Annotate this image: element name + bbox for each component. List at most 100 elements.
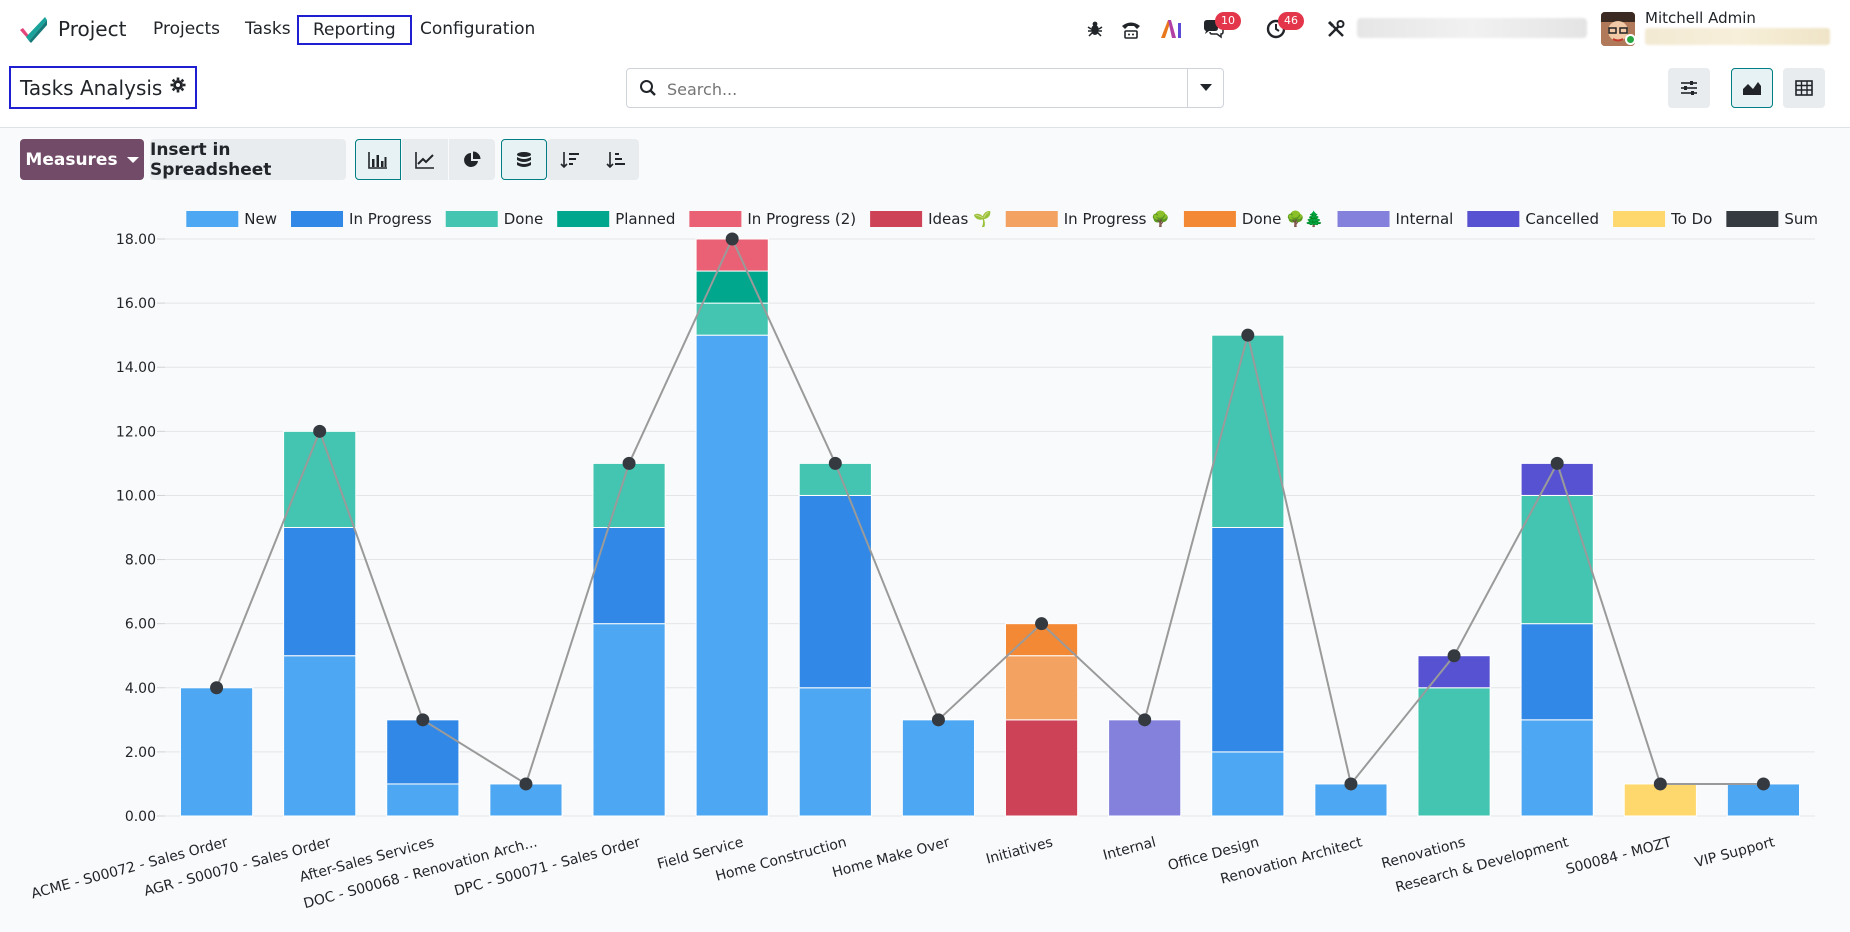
- legend-swatch: [870, 211, 923, 227]
- bar-segment: [1417, 687, 1491, 817]
- line-chart-icon: [415, 151, 434, 169]
- search-bar: [626, 68, 1224, 108]
- page-title: Tasks Analysis: [9, 66, 198, 109]
- tools-icon[interactable]: [1324, 17, 1348, 41]
- chevron-down-icon: [1199, 84, 1212, 91]
- sum-point: [416, 713, 430, 727]
- sum-point: [1138, 713, 1152, 727]
- sort-ascending-button[interactable]: [593, 139, 639, 180]
- sum-point: [1035, 617, 1049, 631]
- app-brand[interactable]: Project: [18, 13, 126, 45]
- legend-label: Internal: [1396, 210, 1454, 228]
- bar-segment: [1004, 719, 1079, 817]
- legend-swatch: [186, 211, 239, 227]
- table-icon: [1795, 80, 1813, 96]
- bar-segment: [901, 719, 976, 817]
- project-app-icon: [20, 17, 47, 43]
- sum-point: [519, 777, 533, 791]
- activities-count-badge: 46: [1278, 12, 1304, 30]
- gear-icon[interactable]: [170, 77, 186, 98]
- y-tick-label: 8.00: [125, 553, 156, 569]
- bar-segment: [386, 783, 460, 817]
- bar-segment: [1211, 751, 1285, 817]
- bar-segment: [798, 494, 872, 689]
- bar-chart-icon: [368, 151, 387, 169]
- sum-point: [210, 681, 224, 695]
- sum-point: [313, 424, 327, 438]
- x-category-label: S00084 - MOZT: [1564, 834, 1673, 878]
- pie-chart-mode-button[interactable]: [449, 139, 495, 180]
- stacked-bar-chart: 0.00 2.00 4.00 6.00 8.00 10.00 12.00 14.00 16.00…: [30, 209, 1818, 912]
- sort-descending-button[interactable]: [547, 139, 593, 180]
- y-tick-label: 4.00: [125, 681, 156, 697]
- y-tick-label: 6.00: [125, 617, 156, 633]
- sort-descending-icon: [560, 151, 579, 168]
- search-options-toggle[interactable]: [1187, 69, 1223, 107]
- caret-down-icon: [126, 156, 139, 163]
- legend-swatch: [1183, 211, 1236, 227]
- x-category-label: Home Make Over: [831, 834, 952, 881]
- legend-swatch: [557, 211, 610, 227]
- pie-chart-icon: [464, 151, 481, 167]
- user-name: Mitchell Admin: [1645, 9, 1756, 27]
- bar-segment: [1520, 719, 1594, 817]
- bar-segment: [695, 270, 769, 304]
- bar-chart-mode-button[interactable]: [355, 139, 401, 180]
- legend-label: Cancelled: [1525, 210, 1599, 228]
- search-icon: [640, 80, 656, 96]
- menu-configuration[interactable]: Configuration: [420, 19, 536, 39]
- legend-label: Done: [504, 210, 543, 228]
- search-input[interactable]: [667, 78, 1167, 100]
- x-category-label: Initiatives: [984, 834, 1054, 867]
- database-stack-icon: [517, 151, 531, 167]
- legend-label: Sum: [1784, 210, 1818, 228]
- insert-in-spreadsheet-button[interactable]: Insert in Spreadsheet: [150, 139, 346, 180]
- sum-point: [1550, 456, 1564, 470]
- line-chart-mode-button[interactable]: [402, 139, 448, 180]
- measures-button[interactable]: Measures: [20, 139, 144, 180]
- filter-settings-button[interactable]: [1668, 68, 1710, 108]
- bar-segment: [283, 527, 357, 657]
- activities-clock-icon[interactable]: 46: [1264, 12, 1304, 41]
- messages-icon[interactable]: 10: [1201, 12, 1241, 41]
- company-switcher-blurred[interactable]: [1357, 18, 1587, 38]
- stacked-toggle-button[interactable]: [501, 139, 547, 180]
- legend-swatch: [689, 211, 742, 227]
- graph-view-button[interactable]: [1731, 68, 1773, 108]
- menu-tasks[interactable]: Tasks: [245, 19, 291, 39]
- pivot-view-button[interactable]: [1783, 68, 1825, 108]
- legend-label: To Do: [1670, 210, 1712, 228]
- sum-point: [828, 456, 842, 470]
- sum-point: [725, 232, 739, 246]
- y-tick-label: 2.00: [125, 745, 156, 761]
- legend-swatch: [1726, 211, 1779, 227]
- menu-projects[interactable]: Projects: [153, 19, 221, 39]
- menu-reporting[interactable]: Reporting: [297, 15, 412, 45]
- legend-swatch: [1005, 211, 1058, 227]
- legend-label: In Progress 🌳: [1064, 209, 1170, 228]
- bar-segment: [283, 430, 357, 528]
- x-category-label: Research & Development: [1394, 834, 1571, 896]
- insert-in-spreadsheet-label: Insert in Spreadsheet: [150, 139, 272, 180]
- x-category-label: AGR - S00070 - Sales Order: [142, 834, 333, 899]
- area-chart-icon: [1743, 82, 1761, 95]
- bar-segment: [592, 462, 666, 528]
- legend-swatch: [291, 211, 344, 227]
- bar-segment: [695, 238, 769, 272]
- debug-bug-icon[interactable]: [1083, 17, 1107, 41]
- database-name-blurred: [1645, 28, 1830, 45]
- user-avatar[interactable]: [1601, 12, 1635, 46]
- ai-icon[interactable]: [1160, 17, 1184, 41]
- y-tick-label: 14.00: [116, 360, 156, 376]
- bar-segment: [386, 719, 460, 785]
- sort-ascending-icon: [606, 151, 625, 168]
- phone-icon[interactable]: [1119, 17, 1143, 41]
- sum-point: [1344, 777, 1358, 791]
- bar-segment: [1520, 494, 1594, 625]
- bar-segment: [695, 302, 769, 336]
- legend-label: In Progress (2): [747, 210, 856, 228]
- app-name: Project: [58, 17, 127, 41]
- bar-segment: [592, 623, 666, 817]
- sliders-icon: [1681, 81, 1697, 95]
- y-tick-label: 12.00: [116, 424, 156, 440]
